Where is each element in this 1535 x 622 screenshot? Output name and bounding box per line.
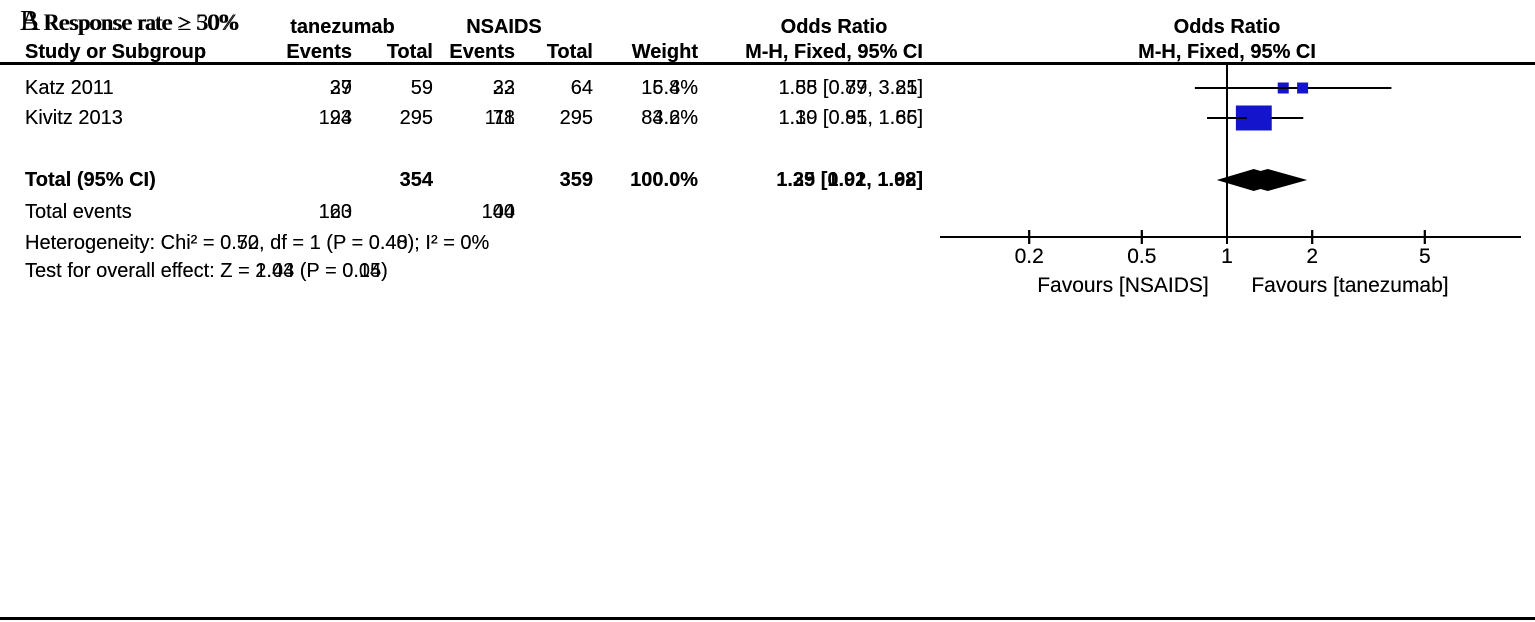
col-header-study: Study or Subgroup	[25, 41, 207, 63]
panel-a-title-text: Response rate ≥ 30%	[44, 10, 240, 35]
axis-tick-label: 1	[1221, 245, 1233, 268]
panel-b-letter: B	[20, 6, 39, 37]
col-header-total1: Total	[386, 41, 433, 63]
study-total2: 295	[559, 107, 593, 129]
study-or-ci: 1.19 [0.85, 1.65]	[778, 107, 923, 129]
axis-tick-label: 2	[1306, 245, 1318, 268]
study-events2: 33	[492, 77, 515, 99]
study-name: Kivitz 2013	[25, 107, 123, 129]
col-header-total2: Total	[546, 41, 593, 63]
forest-plot-b: 0.2 0.5 1 2 5 Favours [NSAIDS] Favours [tanezu…	[940, 65, 1521, 297]
favours-right-label: Favours [tanezumab]	[1251, 274, 1448, 297]
col-header-events2: Events	[449, 41, 515, 63]
effect-square	[1246, 105, 1272, 131]
col-header-total1: Total	[386, 41, 433, 63]
col-header-weight: Weight	[631, 41, 698, 63]
total-total1: 354	[399, 169, 433, 191]
study-total1: 59	[410, 77, 433, 99]
axis-tick-label: 2	[1306, 245, 1318, 268]
study-weight: 15.4%	[641, 77, 698, 99]
study-or-ci: 1.85 [0.89, 3.81]	[778, 77, 923, 99]
total-events2: 144	[481, 201, 515, 223]
axis-tick-label: 5	[1419, 245, 1431, 268]
study-total1: 59	[410, 77, 433, 99]
total-label: Total (95% CI)	[25, 169, 156, 191]
col-header-events1: Events	[286, 41, 352, 63]
bottom-rule	[0, 617, 1535, 620]
study-weight: 16.8%	[641, 77, 698, 99]
col-header-events1: Events	[286, 41, 352, 63]
col-header-events2: Events	[449, 41, 515, 63]
study-weight: 84.6%	[641, 107, 698, 129]
study-total2: 295	[559, 107, 593, 129]
col-header-weight: Weight	[631, 41, 698, 63]
col-header-study: Study or Subgroup	[25, 41, 207, 63]
favours-right-label: Favours [tanezumab]	[1251, 274, 1448, 297]
total-or-ci: 1.25 [0.92, 1.68]	[776, 169, 923, 191]
effect-square	[1297, 82, 1309, 94]
mh-header-right: M-H, Fixed, 95% CI	[1138, 41, 1316, 63]
total-events1: 160	[318, 201, 352, 223]
study-events2: 111	[484, 107, 515, 129]
favours-left-label: Favours [NSAIDS]	[1037, 274, 1209, 297]
panel-a: 0.2 0.5 1 2 5 Favours [NSAIDS] Favours [tanezu…	[0, 6, 1535, 297]
total-events-label: Total events	[25, 201, 132, 223]
total-label: Total (95% CI)	[25, 169, 156, 191]
mh-header-left: M-H, Fixed, 95% CI	[745, 41, 923, 63]
axis-tick-label: 5	[1419, 245, 1431, 268]
axis-tick-label: 0.5	[1127, 245, 1156, 268]
axis-tick-label: 0.5	[1127, 245, 1156, 268]
total-weight: 100.0%	[630, 169, 698, 191]
study-total2: 64	[570, 77, 593, 99]
or-header-right: Odds Ratio	[1173, 16, 1281, 38]
study-name: Katz 2011	[25, 77, 114, 99]
total-total1: 354	[399, 169, 433, 191]
favours-left-label: Favours [NSAIDS]	[1037, 274, 1209, 297]
or-header-left: Odds Ratio	[780, 16, 888, 38]
total-events2: 100	[481, 201, 515, 223]
total-events1: 123	[318, 201, 352, 223]
study-total1: 295	[399, 107, 433, 129]
group-header-nsaids: NSAIDS	[466, 16, 542, 38]
study-events1: 29	[329, 77, 352, 99]
study-events1: 37	[329, 77, 352, 99]
mh-header-left: M-H, Fixed, 95% CI	[745, 41, 923, 63]
panel-b-title-text: Response rate ≥ 50%	[43, 10, 238, 35]
study-events1: 123	[318, 107, 352, 129]
study-or-ci: 1.58 [0.77, 3.25]	[778, 77, 923, 99]
panel-b-title: B Response rate ≥ 50%	[20, 6, 238, 38]
or-header-left: Odds Ratio	[780, 16, 888, 38]
group-header-tanezumab: tanezumab	[290, 16, 395, 38]
axis-tick-label: 1	[1221, 245, 1233, 268]
study-name: Kivitz 2013	[25, 107, 123, 129]
axis-tick-label: 0.2	[1015, 245, 1044, 268]
total-weight: 100.0%	[630, 169, 698, 191]
total-total2: 359	[559, 169, 593, 191]
study-weight: 83.2%	[641, 107, 698, 129]
total-events-label: Total events	[25, 201, 132, 223]
overall-effect-text: Test for overall effect: Z = 2.03 (P = 0…	[25, 260, 388, 282]
group-header-tanezumab: tanezumab	[290, 16, 395, 38]
study-total2: 64	[570, 77, 593, 99]
study-or-ci: 1.30 [0.91, 1.86]	[778, 107, 923, 129]
study-events2: 78	[492, 107, 515, 129]
panel-a-title: A Response rate ≥ 30%	[20, 6, 239, 38]
study-name: Katz 2011	[25, 77, 114, 99]
total-or-ci: 1.39 [1.01, 1.92]	[776, 169, 923, 191]
col-header-total2: Total	[546, 41, 593, 63]
study-events2: 22	[492, 77, 515, 99]
panel-b: 0.2 0.5 1 2 5 Favours [NSAIDS] Favours [tanezu…	[0, 6, 1535, 297]
study-events1: 94	[329, 107, 352, 129]
axis-tick-label: 0.2	[1015, 245, 1044, 268]
total-total2: 359	[559, 169, 593, 191]
study-total1: 295	[399, 107, 433, 129]
total-diamond	[1228, 169, 1308, 191]
mh-header-right: M-H, Fixed, 95% CI	[1138, 41, 1316, 63]
header-rule	[0, 62, 1535, 65]
heterogeneity-text: Heterogeneity: Chi² = 0.72, df = 1 (P = …	[25, 232, 490, 254]
or-header-right: Odds Ratio	[1173, 16, 1281, 38]
group-header-nsaids: NSAIDS	[466, 16, 542, 38]
panel-a-letter: A	[20, 6, 41, 37]
